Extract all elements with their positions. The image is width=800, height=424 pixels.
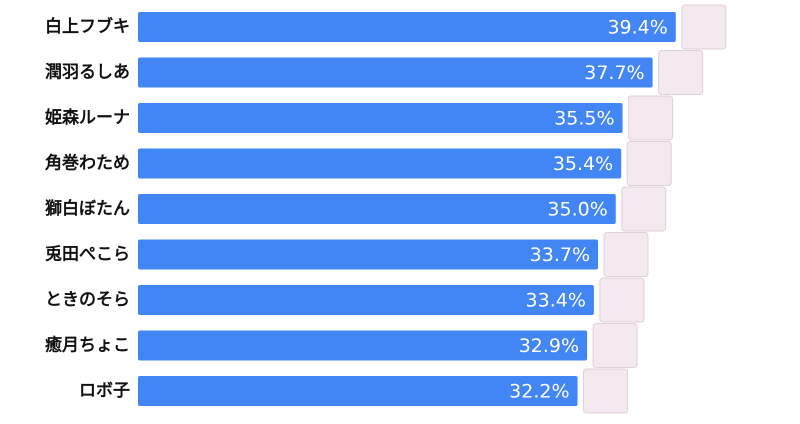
bar — [138, 239, 599, 270]
value-label: 37.7% — [584, 62, 644, 84]
value-label: 32.2% — [509, 381, 569, 403]
bar — [138, 57, 653, 88]
bar — [138, 330, 588, 361]
bar — [138, 12, 676, 42]
category-label: 潤羽るしあ — [45, 63, 130, 83]
category-label: 角巻わため — [45, 153, 130, 174]
avatar — [621, 186, 667, 232]
category-label: ロボ子 — [79, 381, 130, 401]
bar — [138, 376, 578, 406]
value-label: 35.4% — [553, 153, 613, 175]
avatar — [599, 277, 645, 323]
category-label: 獅白ぼたん — [44, 198, 130, 219]
avatar — [658, 50, 704, 95]
category-label: ときのそら — [45, 290, 130, 310]
value-label: 35.0% — [547, 199, 607, 221]
bar — [138, 285, 594, 315]
category-label: 癒月ちょこ — [45, 335, 130, 356]
avatar — [628, 95, 674, 141]
avatar — [681, 4, 727, 50]
bar — [138, 148, 622, 179]
value-label: 33.4% — [526, 290, 586, 312]
bar — [138, 103, 623, 133]
value-label: 39.4% — [607, 17, 667, 39]
value-label: 33.7% — [530, 244, 590, 266]
avatar — [626, 141, 672, 186]
value-label: 35.5% — [554, 108, 614, 130]
category-label: 姫森ルーナ — [45, 107, 130, 128]
category-label: 兎田ぺこら — [45, 245, 130, 265]
avatar — [603, 232, 649, 277]
category-label: 白上フブキ — [45, 16, 130, 37]
bar — [138, 194, 616, 224]
avatar — [583, 368, 629, 414]
value-label: 32.9% — [519, 335, 579, 357]
avatar — [592, 323, 638, 368]
